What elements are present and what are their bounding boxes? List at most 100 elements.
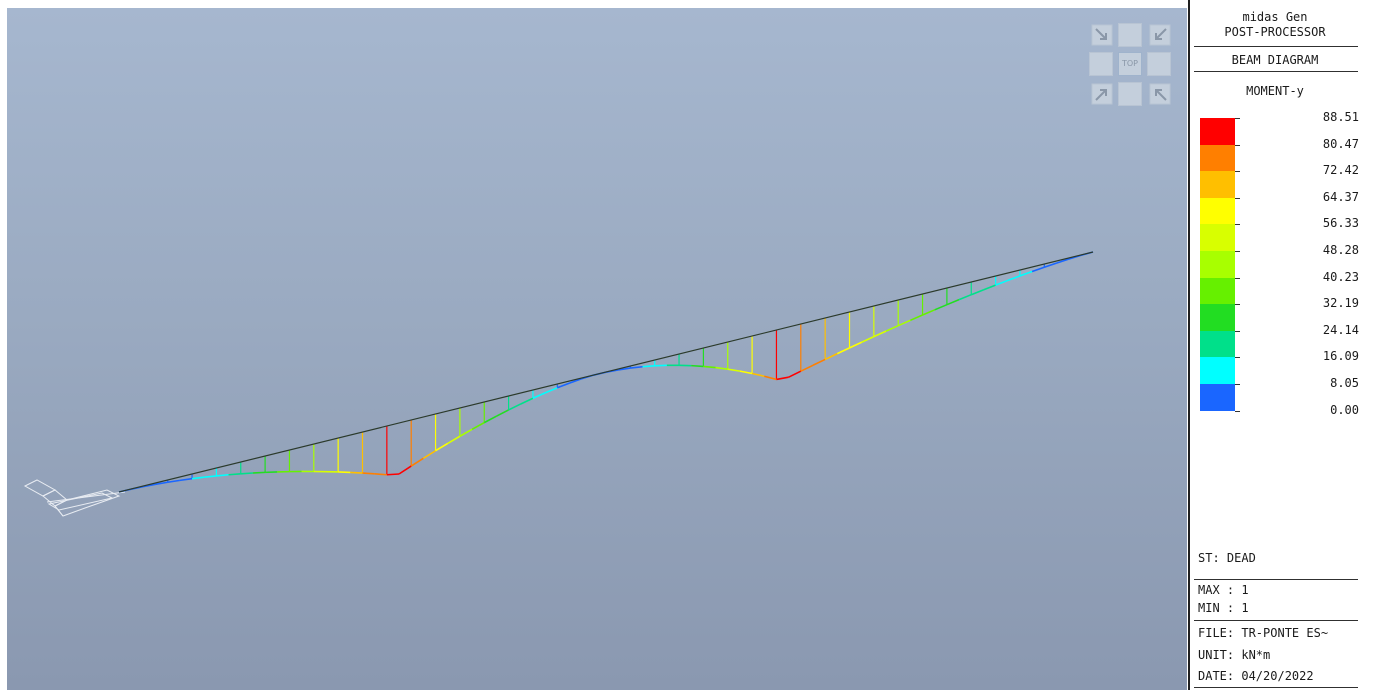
moment-curve-segment [849,341,863,349]
moment-curve-segment [544,387,558,394]
moment-curve-segment [350,471,363,474]
moment-curve-segment [1007,275,1021,282]
legend-tick [1235,118,1240,119]
legend-tick [1235,251,1240,252]
view-top-button[interactable]: TOP [1118,52,1142,76]
moment-curve-segment [764,375,777,381]
moment-curve-segment [240,472,253,475]
legend-tick [1235,224,1240,226]
beam-diagram-canvas[interactable] [7,8,1187,690]
moment-curve-segment [836,347,850,355]
legend-tick [1235,357,1240,359]
moment-curve-segment [204,475,217,479]
max-info: MAX : 1 [1198,583,1249,597]
moment-curve-segment [873,330,887,338]
moment-curve-segment [228,472,241,476]
moment-curve-segment [374,473,387,476]
moment-curve-segment [557,382,570,389]
moment-curve-segment [727,368,741,372]
moment-curve-segment [897,319,911,327]
moment-curve-segment [167,479,180,484]
moment-curve-segment [946,298,960,306]
moment-curve-segment [995,279,1009,286]
moment-curve-segment [861,335,875,343]
moment-curve-segment [435,442,449,452]
view-face-front-button[interactable] [1118,23,1142,47]
legend-level-label: 0.00 [1330,402,1359,417]
moment-curve-segment [252,471,266,474]
separator [1194,620,1358,621]
view-face-back-button[interactable] [1118,82,1142,106]
moment-curve-segment [191,476,205,480]
legend-tick [1235,384,1240,385]
view-cube[interactable]: TOP [1089,22,1175,108]
moment-curve-segment [885,324,899,332]
moment-curve-segment [398,465,412,475]
moment-curve-segment [508,403,522,411]
view-face-left-button[interactable] [1089,52,1113,76]
app-subtitle: POST-PROCESSOR [1224,25,1326,39]
separator [1194,687,1358,688]
separator [1194,579,1358,580]
legend-panel: midas Gen POST-PROCESSOR BEAM DIAGRAM MO… [1188,0,1373,690]
model-viewport[interactable]: TOP [7,8,1187,690]
moment-curve-segment [618,367,631,371]
legend-level-label: 72.42 [1322,163,1359,178]
legend-level-label: 24.14 [1322,322,1359,337]
moment-curve-segment [1031,266,1045,273]
legend-tick [1235,304,1240,306]
load-step: ST: DEAD [1198,551,1256,565]
min-info: MIN : 1 [1198,601,1249,615]
legend-swatch [1200,224,1235,252]
legend-tick [1235,197,1240,199]
legend-tick [1235,330,1240,332]
separator [1194,46,1358,47]
legend-level-label: 80.47 [1322,136,1359,151]
legend-tick [1235,171,1240,173]
diagram-mode: BEAM DIAGRAM [1231,53,1319,67]
moment-curve-segment [447,435,461,445]
moment-curve-segment [630,365,643,369]
view-arrow-bottom-right-icon[interactable] [1149,83,1171,105]
moment-curve-segment [703,365,716,369]
moment-curve-segment [970,289,984,296]
legend-swatch [1200,171,1235,199]
legend-swatch [1200,118,1235,145]
legend-tick [1235,144,1240,146]
legend-level-label: 40.23 [1322,269,1359,284]
legend-tick [1235,410,1240,412]
moment-curve-segment [958,293,972,301]
moment-curve-segment [483,415,497,424]
view-arrow-bottom-left-icon[interactable] [1091,83,1113,105]
legend-level-label: 32.19 [1322,296,1359,311]
moment-curve-segment [569,378,582,384]
view-face-right-button[interactable] [1147,52,1171,76]
moment-curve-segment [386,473,400,476]
abutment-wireframe [23,479,126,517]
legend-level-label: 88.51 [1322,110,1359,124]
moment-curve-segment [910,314,923,322]
moment-curve-segment [739,370,753,375]
moment-curve-segment [471,421,485,431]
view-arrow-top-right-icon[interactable] [1149,24,1171,46]
moment-curve-segment [983,284,996,291]
moment-curve-segment [1019,270,1033,277]
moment-curve-segment [812,358,826,367]
moment-curve-segment [715,366,728,370]
moment-curve-segment [922,309,936,316]
moment-curve-segment [496,409,509,417]
date-info: DATE: 04/20/2022 [1198,669,1314,683]
moment-curve-segment [824,352,838,361]
legend-level-label: 16.09 [1322,349,1359,364]
moment-curve-segment [155,481,168,486]
legend-swatch [1200,357,1235,385]
legend-swatch [1200,304,1235,332]
moment-curve-segment [362,472,375,475]
moment-curve-segment [422,450,436,459]
moment-curve-segment [1044,262,1057,268]
view-arrow-top-left-icon[interactable] [1091,24,1113,46]
moment-curve-segment [642,365,655,368]
moment-curve-segment [532,392,546,400]
legend-swatch [1200,330,1235,358]
legend-swatch [1200,197,1235,225]
